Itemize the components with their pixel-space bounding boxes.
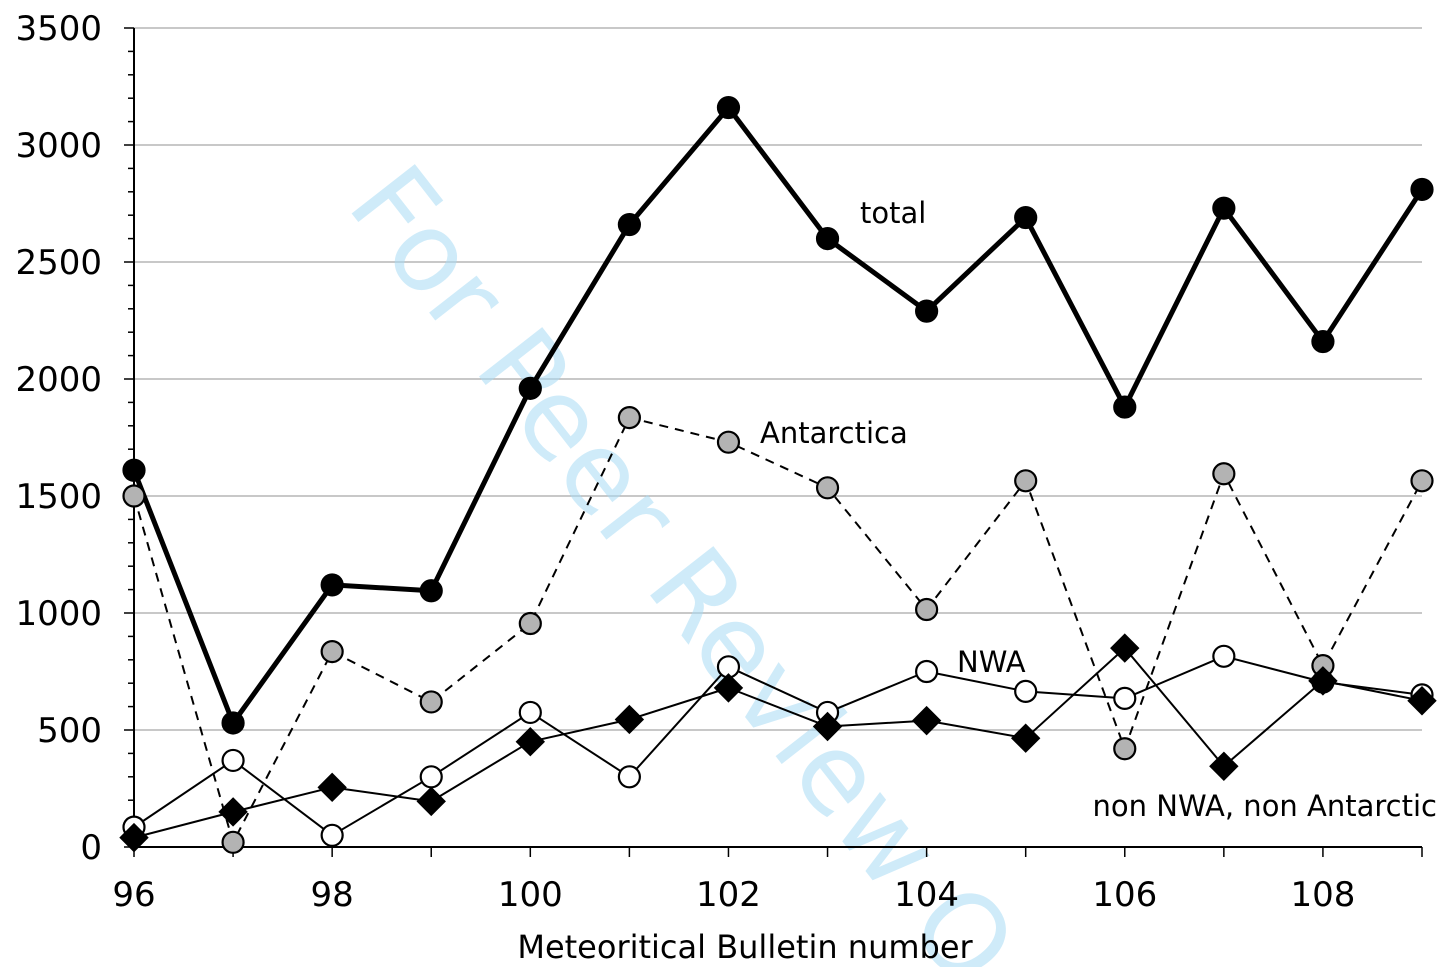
data-point-antarctica [320,640,344,664]
data-point-total [122,458,146,482]
data-point-antarctica [1212,462,1236,486]
y-tick-label: 0 [80,828,102,868]
data-point-total [915,299,939,323]
series-line-antarctica [133,416,1423,844]
series-label-non-nwa-non-antarctic: non NWA, non Antarctic [1093,789,1437,823]
series-line-non-nwa-non-antarctic [133,647,1423,839]
x-tick-label: 100 [498,875,563,915]
series-label-antarctica: Antarctica [760,416,908,450]
data-point-total [617,212,641,237]
grid-lines [134,27,1422,731]
data-point-non-nwa-non-antarctic [1407,686,1437,716]
y-tick-label: 3500 [15,9,102,49]
data-point-non-nwa-non-antarctic [1308,666,1338,696]
data-point-total [1410,177,1434,202]
data-point-total [419,579,443,603]
data-point-antarctica [122,484,146,508]
data-point-nwa [617,765,641,789]
data-point-non-nwa-non-antarctic [515,726,546,757]
data-point-total [518,376,542,400]
data-point-total [221,711,245,735]
data-point-non-nwa-non-antarctic [1209,751,1239,781]
watermark: For Peer Review O [325,142,1041,967]
data-point-antarctica [1113,737,1137,761]
data-point-nwa [1014,679,1038,703]
x-tick-label: 98 [311,875,354,915]
series-line-nwa [133,655,1423,837]
y-tick-label: 1500 [15,477,102,517]
data-point-antarctica [1014,469,1038,493]
data-point-non-nwa-non-antarctic [812,711,843,742]
data-point-non-nwa-non-antarctic [1010,723,1041,753]
data-point-antarctica [1410,469,1434,493]
data-point-antarctica [815,476,840,500]
data-point-nwa [1212,644,1236,668]
data-point-antarctica [221,830,245,854]
y-tick-label: 3000 [15,126,102,166]
data-point-nwa [1113,686,1137,711]
x-axis-title: Meteoritical Bulletin number [517,928,973,966]
series-label-nwa: NWA [957,645,1026,679]
data-point-non-nwa-non-antarctic [119,822,149,853]
x-tick-label: 96 [112,875,155,915]
y-tick-label: 500 [37,711,102,751]
data-point-nwa [320,823,344,847]
data-point-total [1113,395,1137,419]
series-line-total [131,105,1425,726]
data-point-total [320,573,344,597]
data-point-total [1014,205,1038,230]
data-point-non-nwa-non-antarctic [218,797,248,827]
data-point-nwa [518,700,542,725]
x-tick-label: 102 [696,875,761,915]
data-point-total [1212,196,1236,220]
series-label-total: total [860,196,926,230]
y-tick-label: 2000 [15,360,102,400]
x-tick-label: 104 [894,875,959,915]
data-point-antarctica [419,690,443,714]
data-point-nwa [221,748,245,773]
data-point-antarctica [518,611,542,636]
data-point-total [815,227,840,251]
x-tick-label: 106 [1092,875,1157,915]
data-point-antarctica [915,597,939,622]
data-point-non-nwa-non-antarctic [317,772,347,803]
data-point-antarctica [716,430,741,454]
data-point-total [1311,329,1335,354]
y-tick-label: 1000 [15,594,102,634]
x-tick-label: 108 [1290,875,1355,915]
series-labels: total Antarctica NWA non NWA, non Antarctic [760,196,1437,823]
data-point-non-nwa-non-antarctic [614,704,645,735]
series-markers [119,95,1437,854]
series-lines [131,105,1425,844]
data-point-nwa [915,659,939,684]
data-point-non-nwa-non-antarctic [713,673,744,703]
axes: 0 500 1000 1500 2000 2500 3000 3500 96 98 100 102 10… [15,9,1423,915]
data-point-nwa [419,765,443,789]
y-tick-label: 2500 [15,243,102,283]
data-point-non-nwa-non-antarctic [911,705,942,736]
data-point-antarctica [617,406,641,430]
data-point-total [716,95,741,120]
data-point-non-nwa-non-antarctic [416,786,446,817]
data-point-non-nwa-non-antarctic [1110,633,1140,663]
